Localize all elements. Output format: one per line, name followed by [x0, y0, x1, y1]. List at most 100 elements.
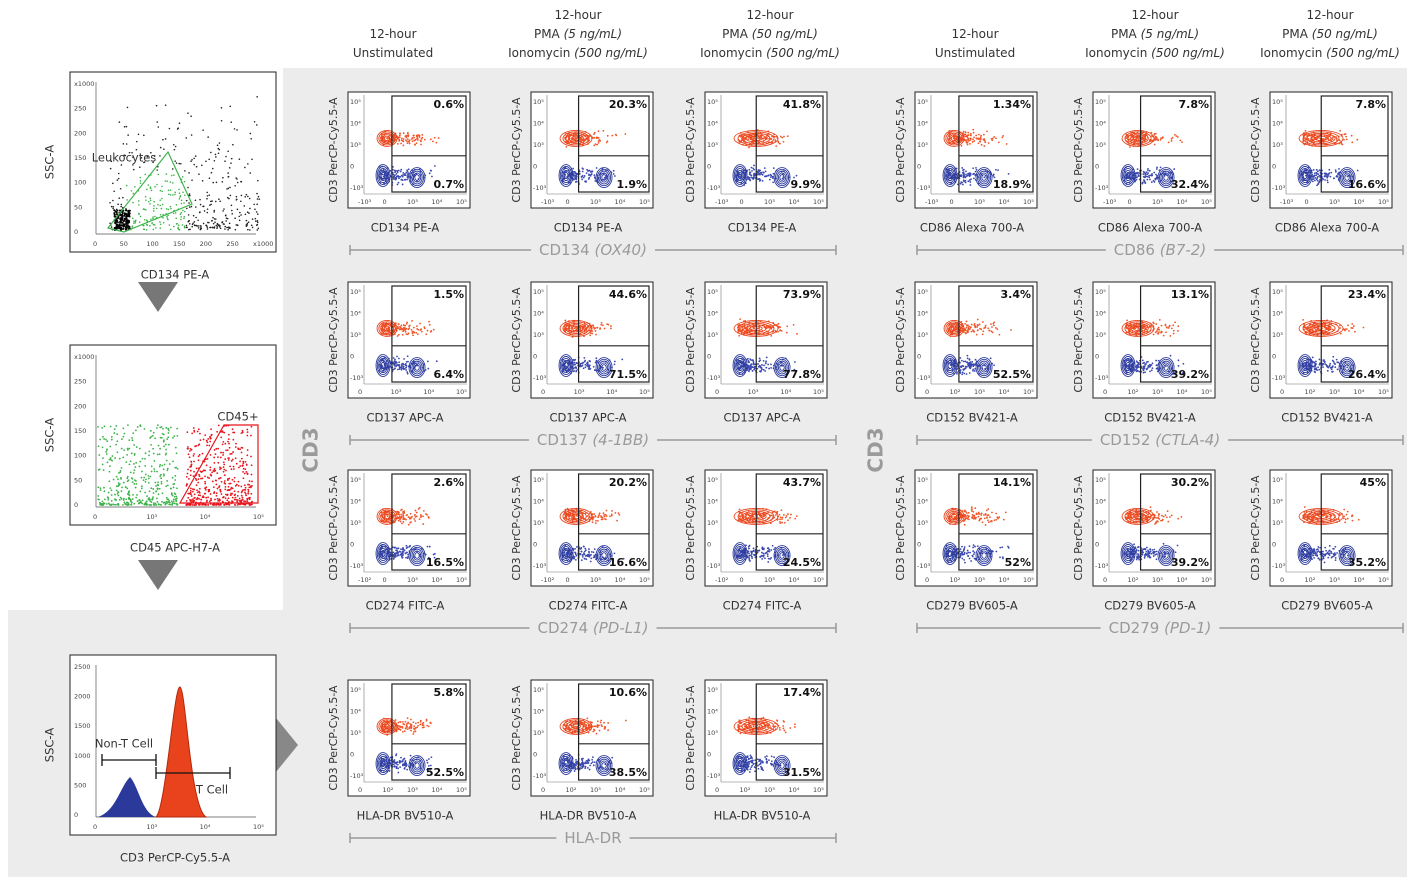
event-dot — [611, 756, 614, 759]
event-dot — [770, 556, 773, 559]
lower-percent: 71.5% — [609, 368, 647, 381]
x-tick-label: 0 — [715, 388, 719, 396]
header-italic: (50 ng/mL) — [1312, 27, 1378, 41]
event-dot — [740, 173, 742, 176]
event-dot — [766, 550, 769, 553]
event-dot — [972, 330, 975, 332]
x-tick-label: -10³ — [1280, 198, 1294, 206]
y-axis-label: CD3 PerCP-Cy5.5-A — [1249, 97, 1262, 203]
event-dot — [402, 171, 405, 174]
event-dot — [972, 128, 975, 131]
event-dot — [1316, 179, 1319, 182]
event-dot — [394, 719, 397, 721]
event-dot — [593, 725, 596, 728]
event-dot — [624, 133, 627, 135]
arrow-down — [138, 282, 178, 312]
event-dot — [410, 521, 412, 523]
event-dot — [760, 761, 762, 764]
event-dot — [762, 761, 764, 764]
event-dot — [600, 323, 603, 326]
event-dot — [575, 514, 578, 517]
y-tick-label: -10³ — [533, 184, 547, 192]
event-dot — [599, 721, 602, 724]
event-dot — [593, 176, 596, 179]
event-dot — [1143, 171, 1146, 174]
x-tick-label: 0 — [383, 198, 387, 206]
y-tick-label: -10³ — [350, 772, 364, 780]
event-dot — [1311, 180, 1314, 183]
event-dot — [770, 760, 773, 763]
event-dot — [772, 172, 775, 175]
event-dot — [423, 138, 426, 141]
event-dot — [564, 319, 567, 322]
event-dot — [406, 321, 408, 324]
event-dot — [748, 763, 751, 765]
header-text: 12-hour — [1131, 8, 1178, 22]
x-tick-label: 10³ — [590, 786, 601, 794]
event-dot — [574, 553, 577, 556]
event-dot — [574, 363, 576, 366]
y-tick-label: 0 — [533, 541, 537, 549]
contour — [776, 170, 788, 185]
event-dot — [974, 358, 977, 361]
event-dot — [605, 518, 607, 521]
event-dot — [1324, 179, 1326, 181]
event-dot — [407, 174, 409, 177]
event-dot — [402, 521, 405, 523]
header-text: Unstimulated — [935, 46, 1015, 60]
event-dot — [428, 172, 431, 175]
y-axis-label: CD3 PerCP-Cy5.5-A — [327, 685, 340, 791]
event-dot — [972, 131, 975, 134]
y-tick-label: 10⁵ — [707, 98, 718, 106]
event-dot — [600, 515, 602, 517]
event-dot — [762, 769, 764, 772]
event-dot — [413, 728, 416, 730]
event-dot — [1142, 175, 1145, 178]
event-dot — [790, 513, 792, 516]
event-dot — [578, 173, 581, 175]
event-dot — [1007, 172, 1010, 175]
event-dot — [762, 359, 765, 362]
event-dot — [580, 137, 583, 140]
event-dot — [416, 327, 419, 330]
event-dot — [1137, 175, 1140, 177]
event-dot — [1144, 176, 1147, 178]
event-dot — [1147, 167, 1149, 170]
event-dot — [402, 324, 405, 326]
lower-percent: 38.5% — [609, 766, 647, 779]
event-dot — [768, 759, 770, 762]
group-marker: HLA-DR — [564, 829, 621, 847]
event-dot — [1176, 136, 1179, 138]
event-dot — [765, 360, 767, 363]
event-dot — [599, 328, 601, 330]
y-tick-label: 10⁵ — [350, 686, 361, 694]
event-dot — [772, 167, 775, 170]
contour — [736, 170, 744, 182]
x-tick-label: -10³ — [541, 198, 555, 206]
event-dot — [948, 174, 951, 177]
event-dot — [581, 364, 584, 367]
event-dot — [406, 372, 409, 375]
event-dot — [1326, 181, 1329, 184]
contour — [571, 135, 581, 142]
event-dot — [580, 763, 582, 765]
event-dot — [759, 179, 762, 181]
group-label: CD86 (B7-2) — [1114, 241, 1206, 259]
contour — [732, 164, 748, 187]
event-dot — [762, 137, 765, 140]
event-dot — [757, 173, 760, 176]
upper-percent: 5.8% — [433, 686, 464, 699]
contour — [414, 364, 420, 371]
event-dot — [764, 552, 767, 555]
event-dot — [1170, 139, 1173, 142]
contour — [376, 166, 390, 185]
header-text: Ionomycin — [1085, 46, 1147, 60]
event-dot — [580, 767, 583, 770]
y-axis-label: CD3 PerCP-Cy5.5-A — [327, 475, 340, 581]
lower-percent: 31.5% — [783, 766, 821, 779]
y-tick-label: 0 — [917, 163, 921, 171]
y-tick-label: 10³ — [533, 141, 544, 149]
event-dot — [1330, 171, 1333, 174]
event-dot — [395, 365, 398, 368]
group-label: CD274 (PD-L1) — [537, 619, 648, 637]
